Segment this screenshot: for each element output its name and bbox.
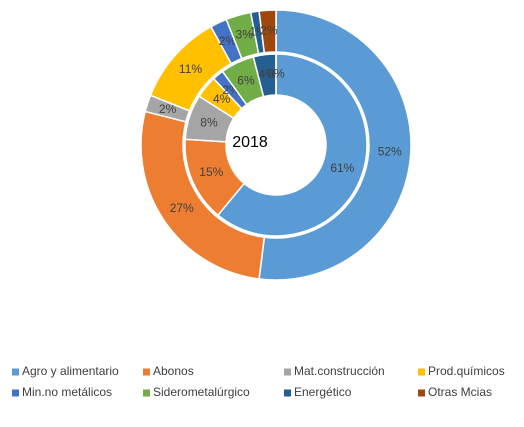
data-label: 15% bbox=[199, 165, 223, 179]
legend-swatch bbox=[284, 389, 291, 397]
data-label: 8% bbox=[200, 115, 218, 129]
legend-label: Abonos bbox=[153, 364, 194, 378]
legend-swatch bbox=[284, 368, 291, 376]
legend-label: Siderometalúrgico bbox=[153, 385, 250, 399]
legend-swatch bbox=[143, 368, 150, 376]
data-label: 61% bbox=[330, 161, 354, 175]
data-label: 2% bbox=[159, 102, 177, 116]
legend-swatch bbox=[143, 389, 150, 397]
donut-slice bbox=[258, 9, 277, 54]
legend-swatch bbox=[12, 368, 19, 376]
data-label: 0% bbox=[267, 67, 285, 81]
data-label: 4% bbox=[213, 92, 231, 106]
data-label: 2% bbox=[219, 34, 237, 48]
legend-label: Prod.químicos bbox=[428, 364, 505, 378]
data-label: 52% bbox=[378, 144, 402, 158]
donut-slice bbox=[258, 9, 412, 281]
donut-slice bbox=[216, 53, 368, 237]
data-label: 6% bbox=[237, 73, 255, 87]
legend-swatch bbox=[418, 368, 425, 376]
legend-label: Otras Mcias bbox=[428, 385, 492, 399]
legend-swatch bbox=[418, 389, 425, 397]
data-label: 2% bbox=[260, 23, 278, 37]
legend-label: Energético bbox=[294, 385, 352, 399]
data-label: 3% bbox=[236, 28, 254, 42]
center-label: 2018 bbox=[232, 134, 268, 151]
data-label: 11% bbox=[179, 62, 202, 76]
legend-label: Agro y alimentario bbox=[22, 364, 119, 378]
legend-label: Mat.construcción bbox=[294, 364, 385, 378]
legend-label: Min.no metálicos bbox=[22, 385, 112, 399]
data-label: 4% bbox=[258, 67, 276, 81]
data-label: 27% bbox=[170, 201, 194, 215]
legend-swatch bbox=[12, 389, 19, 397]
